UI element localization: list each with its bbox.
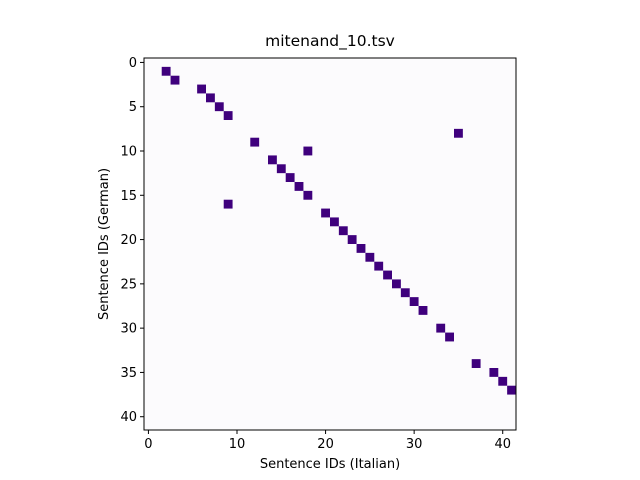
heatmap-cell [445, 332, 454, 342]
heatmap-cell [418, 306, 428, 315]
heatmap-cell [471, 359, 481, 368]
y-tick-label: 40 [120, 410, 137, 425]
heatmap-cell [498, 376, 508, 386]
heatmap-cell [303, 146, 313, 156]
heatmap-cell [436, 323, 446, 333]
y-tick-label: 10 [120, 145, 137, 160]
heatmap-cell [223, 111, 233, 120]
heatmap-cell [392, 279, 401, 289]
heatmap-cell [206, 93, 215, 103]
heatmap-cell [294, 182, 304, 191]
heatmap-cell [507, 385, 516, 395]
heatmap-cell [303, 190, 313, 200]
heatmap-cell [223, 199, 233, 209]
y-axis-label: Sentence IDs (German) [97, 168, 112, 320]
y-tick-label: 20 [120, 233, 137, 248]
plot-area [144, 58, 516, 430]
heatmap-cell [400, 288, 410, 298]
heatmap-cell [170, 75, 180, 85]
y-tick-label: 5 [129, 100, 137, 115]
heatmap-cell [338, 226, 348, 236]
x-axis-ticks: 0 10 20 30 40 [144, 430, 511, 452]
x-tick-label: 20 [317, 437, 334, 452]
plot-frame [143, 57, 517, 431]
y-tick-label: 35 [120, 366, 137, 381]
y-tick-label: 0 [129, 56, 137, 71]
heatmap-cell [276, 164, 286, 174]
x-tick-label: 30 [406, 437, 423, 452]
heatmap-cell [268, 155, 277, 165]
heatmap-cells [161, 66, 516, 395]
heatmap-cell [250, 137, 260, 147]
heatmap-cell [489, 368, 499, 377]
heatmap-cell [214, 102, 224, 112]
heatmap-cell [374, 261, 384, 271]
heatmap-cell [356, 244, 366, 253]
chart-title: mitenand_10.tsv [265, 32, 395, 51]
heatmap-cell [197, 84, 206, 94]
x-tick-label: 40 [494, 437, 511, 452]
y-tick-label: 15 [120, 189, 137, 204]
heatmap-cell [365, 252, 375, 262]
x-axis-label: Sentence IDs (Italian) [260, 457, 400, 472]
heatmap-cell [330, 217, 339, 227]
y-axis-ticks: 0 5 10 15 20 25 30 35 40 [120, 56, 144, 425]
y-tick-label: 25 [120, 277, 137, 292]
heatmap-cell [409, 297, 419, 306]
x-tick-label: 0 [144, 437, 152, 452]
heatmap-cell [161, 66, 171, 76]
heatmap-cell [383, 270, 392, 280]
heatmap-cell [285, 173, 295, 182]
y-tick-label: 30 [120, 322, 137, 337]
heatmap-cell [454, 128, 463, 138]
heatmap-cell [321, 208, 330, 218]
heatmap-cell [347, 235, 357, 244]
x-tick-label: 10 [229, 437, 246, 452]
